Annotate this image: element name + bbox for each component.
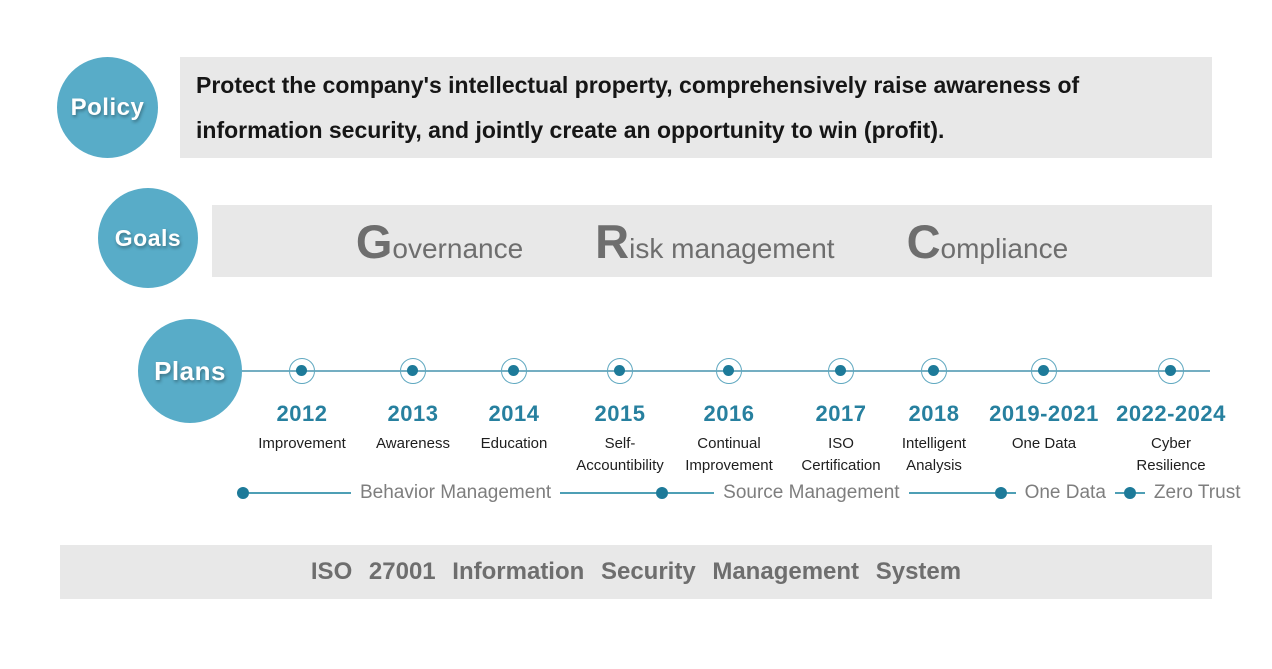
plans-circle-label: Plans [154,355,226,386]
goals-circle-label: Goals [114,224,182,251]
timeline-node-2019-2021 [1031,358,1057,384]
timeline-node-2013 [400,358,426,384]
phase-line [1006,492,1016,494]
goals-bar: Governance Risk management Compliance [212,205,1212,277]
milestone-title: Improvement [258,435,346,452]
phase-line [560,492,657,494]
milestone-2014: 2014 Education [449,401,579,455]
goal-risk-initial: R [595,214,630,268]
milestone-year: 2019-2021 [989,401,1099,426]
phase-line [908,492,995,494]
timeline-node-2012 [289,358,315,384]
footer-bar: ISO 27001 Information Security Managemen… [60,545,1212,599]
goal-risk-management: Risk management [595,214,834,269]
policy-circle: Policy [57,57,158,158]
milestone-2022-2024: 2022-2024 Cyber Resilience [1106,401,1236,477]
milestone-title: ISO Certification [801,435,881,474]
goal-compliance-initial: C [906,214,941,268]
policy-circle-label: Policy [70,93,145,121]
milestone-2013: 2013 Awareness [348,401,478,455]
milestone-year: 2018 [908,401,960,426]
phase-line [1114,492,1124,494]
milestone-2019-2021: 2019-2021 One Data [979,401,1109,455]
milestone-title: Education [480,435,548,452]
phase-line [668,492,715,494]
phase-zero-trust: Zero Trust [1153,482,1241,503]
phase-one-data: One Data [1024,482,1106,503]
phase-line [1135,492,1145,494]
milestone-year: 2017 [815,401,867,426]
timeline-node-2015 [607,358,633,384]
goal-risk-rest: isk management [629,232,835,264]
milestone-2015: 2015 Self- Accountibility [555,401,685,477]
milestone-title: One Data [1011,435,1077,452]
goals-circle: Goals [98,188,198,288]
phase-dot [994,487,1007,499]
milestone-year: 2014 [488,401,540,426]
timeline-node-2017 [828,358,854,384]
milestone-title: Awareness [376,435,450,452]
footer-title: ISO 27001 Information Security Managemen… [310,558,962,585]
goal-governance-initial: G [355,214,393,268]
milestone-2016: 2016 Continual Improvement [664,401,794,477]
phase-source-management: Source Management [723,482,900,503]
timeline-node-2018 [921,358,947,384]
milestone-2017: 2017 ISO Certification [776,401,906,477]
plans-circle: Plans [138,319,242,423]
policy-bar: Protect the company's intellectual prope… [180,57,1212,158]
milestone-2012: 2012 Improvement [237,401,367,455]
timeline-node-2014 [501,358,527,384]
milestone-year: 2012 [276,401,328,426]
milestone-title: Self- Accountibility [576,435,664,474]
milestone-year: 2016 [703,401,755,426]
milestone-2018: 2018 Intelligent Analysis [869,401,999,477]
policy-text: Protect the company's intellectual prope… [196,71,1080,143]
milestone-year: 2022-2024 [1116,401,1226,426]
phases-row: Behavior Management Source Management On… [237,482,1241,504]
milestone-title: Continual Improvement [685,435,773,474]
milestone-title: Cyber Resilience [1136,435,1206,474]
goal-governance: Governance [356,214,523,269]
phase-behavior-management: Behavior Management [360,482,552,503]
timeline-node-2022-2024 [1158,358,1184,384]
milestone-year: 2013 [387,401,439,426]
goal-governance-rest: overnance [392,232,524,264]
phase-dot [237,487,249,499]
phase-dot [656,487,669,499]
phase-dot [1123,487,1136,499]
goal-compliance-rest: ompliance [940,232,1069,264]
goal-compliance: Compliance [907,214,1069,269]
milestone-year: 2015 [594,401,646,426]
timeline-node-2016 [716,358,742,384]
milestone-title: Intelligent Analysis [901,435,967,474]
phase-line [249,492,351,494]
